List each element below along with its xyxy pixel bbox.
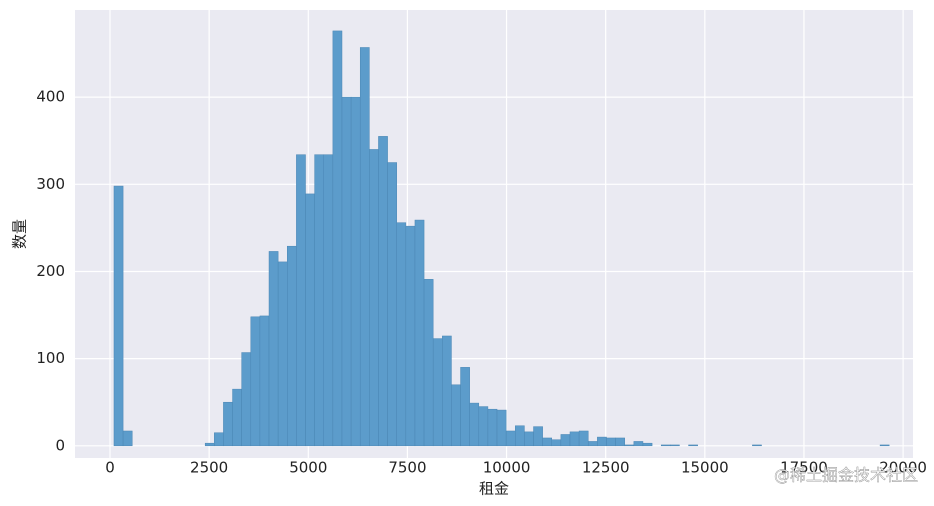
bar (642, 442, 653, 447)
x-axis-label: 租金 (479, 480, 509, 498)
bar (214, 432, 224, 447)
bar (432, 338, 443, 447)
bar (122, 430, 133, 447)
x-tick-label: 10000 (483, 459, 531, 477)
bar (660, 444, 671, 447)
bar (396, 222, 407, 447)
bar (670, 444, 680, 447)
bar (259, 315, 270, 447)
bar (578, 430, 589, 447)
bar (378, 136, 388, 447)
bar (879, 444, 890, 447)
bar (505, 430, 516, 447)
bar (597, 436, 607, 447)
bar (296, 154, 306, 447)
bar (442, 335, 452, 447)
bar (469, 402, 480, 447)
bar (615, 437, 625, 447)
bar (287, 245, 297, 447)
bar (113, 185, 124, 447)
x-tick-label: 17500 (780, 459, 828, 477)
plot-area (75, 10, 913, 458)
bar (460, 367, 470, 447)
bar (232, 388, 242, 447)
x-tick-label: 2500 (190, 459, 228, 477)
bar (350, 96, 361, 447)
bar (688, 444, 698, 447)
bar (204, 442, 215, 447)
y-tick-label: 300 (36, 175, 65, 193)
bar (551, 439, 562, 447)
bar (633, 441, 644, 447)
bar (478, 406, 489, 447)
bar (524, 431, 534, 447)
bar (487, 408, 498, 447)
y-axis-label: 数量 (11, 219, 29, 249)
bar (405, 225, 416, 447)
x-tick-label: 7500 (388, 459, 426, 477)
y-tick-label: 0 (55, 436, 65, 454)
bar (624, 444, 635, 447)
bar (560, 434, 571, 447)
bar (359, 47, 370, 447)
bar (241, 352, 252, 447)
bar (569, 431, 580, 447)
y-tick-label: 100 (36, 349, 65, 367)
bar (332, 30, 343, 447)
bar (314, 154, 324, 447)
bar (268, 251, 279, 447)
bar (341, 96, 352, 447)
bar (277, 261, 288, 447)
bar (515, 425, 525, 447)
y-tick-label: 200 (36, 262, 65, 280)
bar (250, 316, 261, 447)
watermark: @稀土掘金技术社区 (774, 466, 918, 485)
bar (387, 162, 397, 447)
bar (542, 437, 553, 447)
bar (606, 437, 616, 447)
x-tick-label: 15000 (681, 459, 729, 477)
bar (369, 149, 379, 447)
bar (752, 444, 762, 447)
bar (323, 154, 334, 447)
x-tick-label: 12500 (582, 459, 630, 477)
bar (587, 441, 598, 447)
bar (423, 279, 434, 447)
bar (305, 193, 315, 447)
y-tick-label: 400 (36, 88, 65, 106)
bar (223, 401, 233, 447)
bar (496, 409, 507, 447)
bar (414, 219, 425, 447)
bar (533, 426, 543, 447)
x-tick-label: 20000 (879, 459, 927, 477)
bar (451, 384, 461, 447)
x-tick-label: 0 (105, 459, 115, 477)
x-tick-label: 5000 (289, 459, 327, 477)
